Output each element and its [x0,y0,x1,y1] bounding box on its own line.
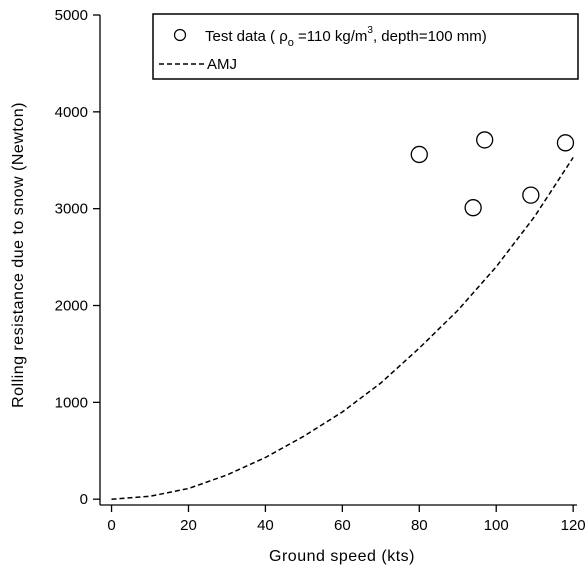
test-data-series [410,131,575,217]
legend-marker-circle [173,28,187,42]
y-tick-label: 5000 [55,7,88,24]
test-data-point [556,134,575,152]
y-tick-label: 3000 [55,201,88,218]
x-tick-label: 40 [257,517,274,534]
x-tick-label: 80 [411,517,428,534]
legend: Test data ( ρo =110 kg/m3, depth=100 mm)… [152,13,579,80]
y-tick-label: 2000 [55,298,88,315]
x-tick-label: 20 [180,517,197,534]
test-data-point [522,186,540,204]
x-tick-label: 120 [561,517,585,534]
y-tick-label: 1000 [55,394,88,411]
y-axis-title: Rolling resistance due to snow (Newton) [10,102,27,408]
test-data-point [476,131,494,149]
legend-label-test-data: Test data ( ρo =110 kg/m3, depth=100 mm) [205,25,487,49]
x-tick-label: 100 [484,517,509,534]
x-tick-label: 60 [334,517,351,534]
x-ticks: 0 20 40 60 80 100 120 [107,505,585,534]
amj-curve [111,156,574,500]
test-data-point [464,199,482,217]
legend-box [152,13,579,80]
x-tick-label: 0 [107,517,115,534]
y-tick-label: 4000 [55,104,88,121]
axes: 0 20 40 60 80 100 120 0 1000 2000 3000 4000 5000 [55,7,585,534]
y-tick-label: 0 [80,491,88,508]
amj-series [111,156,574,500]
x-axis-title: Ground speed (kts) [269,548,415,565]
legend-label-amj: AMJ [207,56,237,73]
test-data-point [410,145,428,164]
y-ticks: 0 1000 2000 3000 4000 5000 [55,7,100,508]
